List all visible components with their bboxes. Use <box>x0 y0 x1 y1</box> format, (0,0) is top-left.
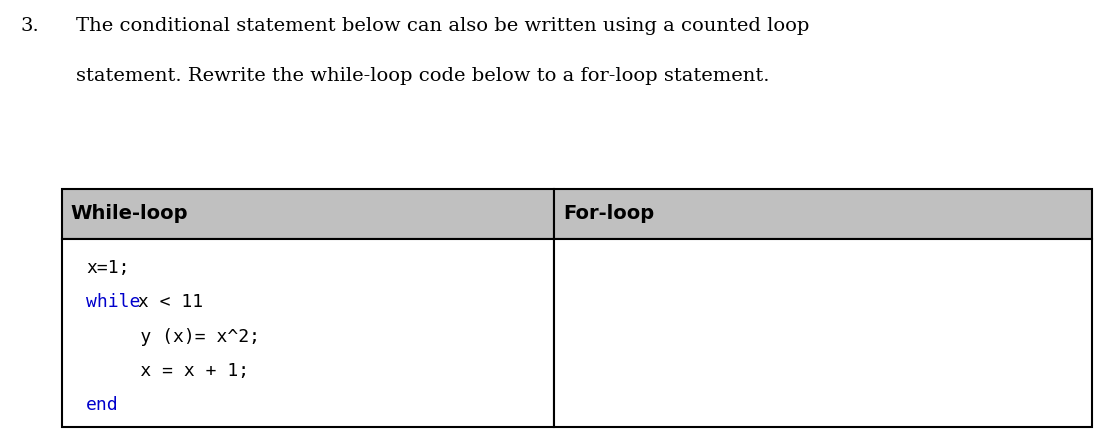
Text: x=1;: x=1; <box>86 259 130 277</box>
Text: x = x + 1;: x = x + 1; <box>86 362 250 380</box>
Text: end: end <box>86 396 119 414</box>
Text: While-loop: While-loop <box>71 204 188 223</box>
Text: while: while <box>86 293 141 311</box>
Text: For-loop: For-loop <box>563 204 654 223</box>
Text: statement. Rewrite the while-loop code below to a for-loop statement.: statement. Rewrite the while-loop code b… <box>76 67 769 85</box>
Text: x < 11: x < 11 <box>127 293 203 311</box>
Bar <box>62 239 554 427</box>
Bar <box>554 189 1092 239</box>
Text: The conditional statement below can also be written using a counted loop: The conditional statement below can also… <box>76 17 810 35</box>
Text: 3.: 3. <box>20 17 39 35</box>
Text: y (x)= x^2;: y (x)= x^2; <box>86 328 260 345</box>
Bar <box>554 239 1092 427</box>
Bar <box>62 189 554 239</box>
